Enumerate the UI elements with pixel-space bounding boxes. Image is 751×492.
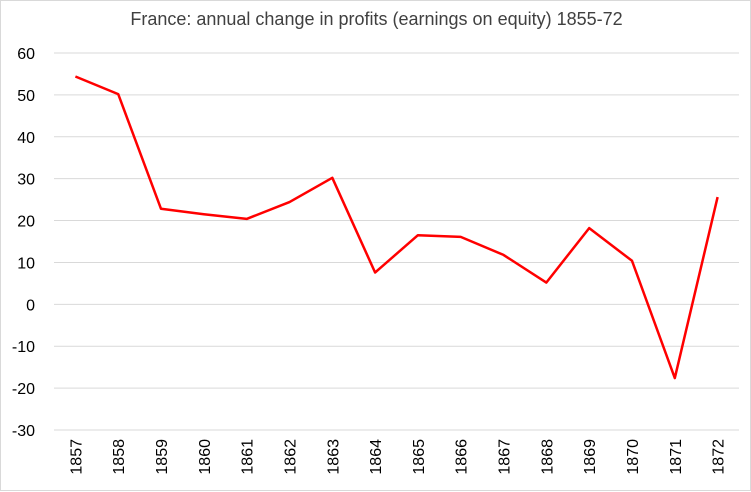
- x-tick-label: 1868: [539, 439, 556, 475]
- y-tick-label: 20: [17, 214, 35, 231]
- x-tick-label: 1857: [68, 439, 85, 475]
- x-tick-label: 1861: [240, 439, 257, 475]
- y-tick-label: -20: [12, 381, 35, 398]
- x-tick-label: 1866: [454, 439, 471, 475]
- y-tick-label: -10: [12, 339, 35, 356]
- y-tick-label: 60: [17, 46, 35, 63]
- y-tick-label: 50: [17, 88, 35, 105]
- x-tick-label: 1867: [497, 439, 514, 475]
- y-tick-label: 0: [26, 297, 35, 314]
- y-tick-label: 30: [17, 172, 35, 189]
- x-tick-label: 1864: [368, 439, 385, 475]
- x-tick-label: 1862: [282, 439, 299, 475]
- y-tick-label: 40: [17, 130, 35, 147]
- x-tick-label: 1863: [325, 439, 342, 475]
- y-tick-label: -30: [12, 423, 35, 440]
- x-tick-label: 1865: [411, 439, 428, 475]
- x-tick-label: 1872: [711, 439, 728, 475]
- series-line: [75, 77, 717, 379]
- x-tick-label: 1860: [197, 439, 214, 475]
- y-tick-label: 10: [17, 255, 35, 272]
- x-tick-label: 1871: [668, 439, 685, 475]
- x-tick-label: 1858: [111, 439, 128, 475]
- x-tick-label: 1870: [625, 439, 642, 475]
- x-tick-label: 1859: [154, 439, 171, 475]
- x-tick-label: 1869: [582, 439, 599, 475]
